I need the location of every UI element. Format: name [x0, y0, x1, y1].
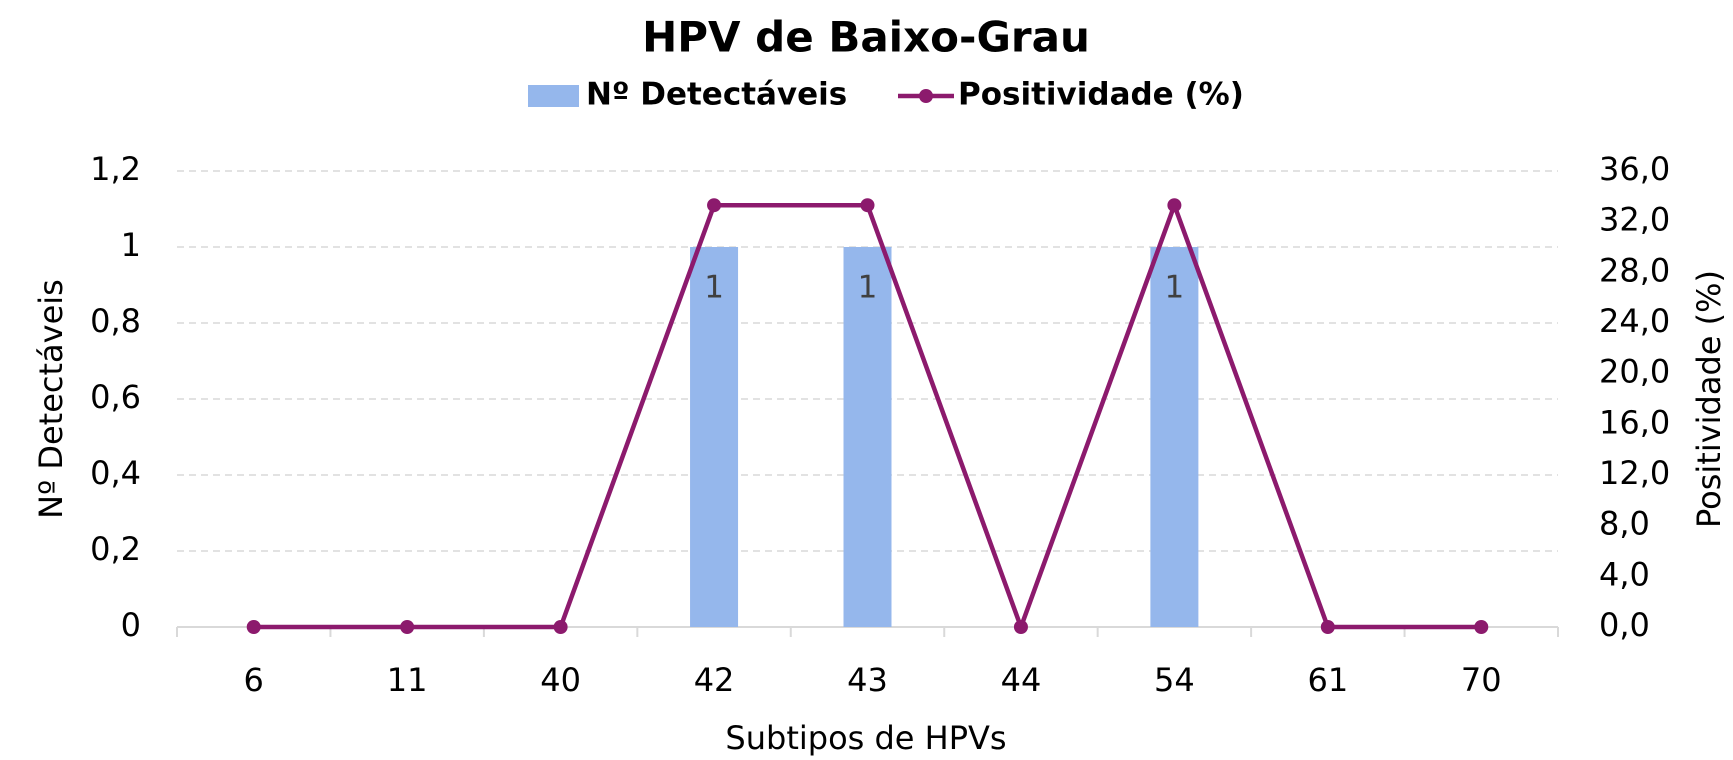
y2-tick-label: 16,0 [1599, 403, 1670, 441]
y-tick-label: 1,2 [90, 150, 141, 188]
marker [246, 620, 261, 634]
marker [1320, 620, 1335, 634]
legend-swatch [528, 85, 579, 107]
x-tick-label: 11 [387, 661, 428, 699]
data-label: 1 [858, 270, 878, 306]
y2-tick-label: 36,0 [1599, 150, 1670, 188]
y2-tick-label: 4,0 [1599, 555, 1650, 593]
marker [707, 198, 722, 213]
chart-title: HPV de Baixo-Grau [642, 13, 1090, 62]
y2-tick-label: 0,0 [1599, 606, 1650, 644]
data-label: 1 [1165, 270, 1185, 306]
y-tick-label: 0,8 [90, 302, 141, 340]
y-tick-label: 0,4 [90, 454, 141, 492]
y2-tick-label: 20,0 [1599, 353, 1670, 391]
y-tick-label: 0,6 [90, 378, 141, 416]
bar [1150, 247, 1199, 627]
y-tick-label: 1 [121, 226, 141, 264]
bar [843, 247, 892, 627]
x-tick-label: 6 [244, 661, 264, 699]
y2-tick-label: 28,0 [1599, 251, 1670, 289]
x-tick-label: 44 [1001, 661, 1042, 699]
legend-marker [919, 89, 933, 103]
y-tick-label: 0 [121, 606, 141, 644]
x-axis-title: Subtipos de HPVs [725, 719, 1006, 757]
data-label: 1 [704, 270, 724, 306]
marker [1013, 620, 1028, 634]
x-tick-label: 61 [1307, 661, 1348, 699]
x-tick-label: 54 [1154, 661, 1195, 699]
y-tick-label: 0,2 [90, 530, 141, 568]
x-tick-label: 40 [540, 661, 581, 699]
y2-tick-label: 8,0 [1599, 505, 1650, 543]
marker [1167, 198, 1182, 213]
y2-axis-title: Positividade (%) [1690, 270, 1728, 528]
y2-tick-label: 24,0 [1599, 302, 1670, 340]
marker [400, 620, 415, 634]
y2-tick-label: 32,0 [1599, 201, 1670, 239]
y2-tick-label: 12,0 [1599, 454, 1670, 492]
marker [860, 198, 875, 213]
x-tick-label: 43 [847, 661, 888, 699]
bar [690, 247, 739, 627]
legend-label: Nº Detectáveis [586, 77, 847, 113]
marker [1474, 620, 1489, 634]
legend-label: Positividade (%) [958, 77, 1244, 113]
x-tick-label: 70 [1461, 661, 1502, 699]
marker [553, 620, 568, 634]
y-axis-title: Nº Detectáveis [32, 279, 70, 519]
x-tick-label: 42 [694, 661, 735, 699]
